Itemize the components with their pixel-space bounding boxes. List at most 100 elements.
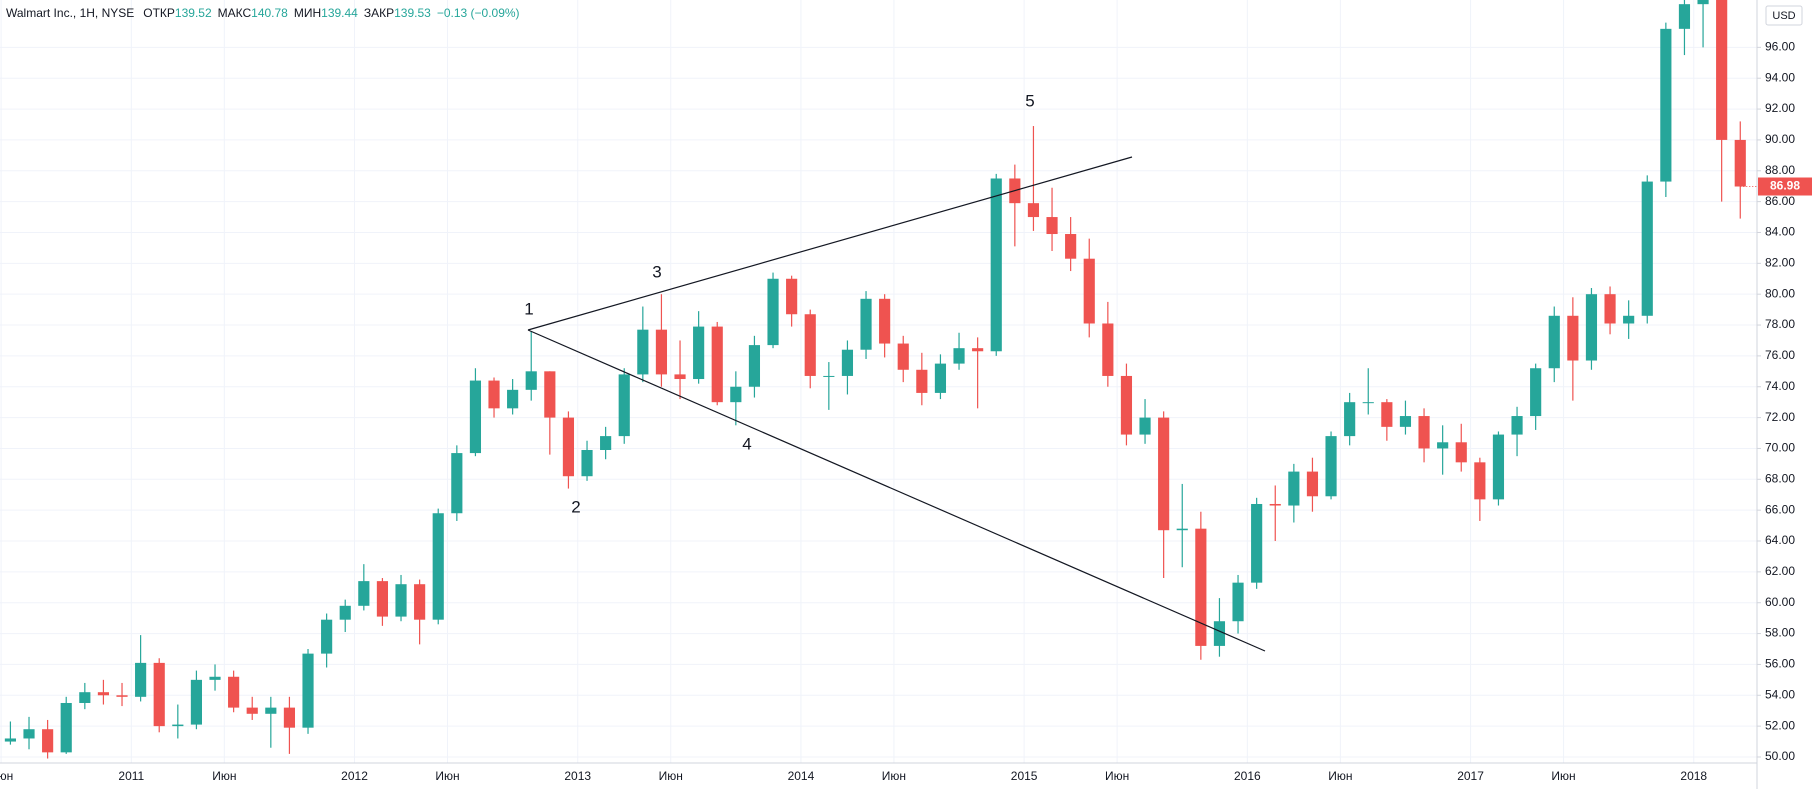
ohlc-value: 140.78 [251,6,288,20]
currency-box[interactable] [1765,5,1803,26]
candle-body [1065,234,1077,259]
candle-body [1418,416,1430,449]
candle-body [469,380,482,454]
candle-body [711,326,723,403]
candle-body [972,348,984,352]
y-tick-label: 76.00 [1765,348,1795,362]
candle-body [1139,417,1151,435]
y-tick-label: 72.00 [1765,410,1795,424]
candle-body [414,584,426,620]
candle-body [42,729,54,753]
candle-body [1027,203,1040,218]
candle-body [1548,315,1560,369]
candle-body [841,349,854,376]
y-tick-label: 68.00 [1765,471,1795,485]
candle-body [1567,315,1579,361]
candle-body [116,695,128,697]
candle-body [823,375,835,377]
wave-label: 2 [571,497,580,516]
candle-body [1604,294,1616,324]
x-tick-label: Июн [435,769,459,783]
axes: 50.00 52.00 54.00 56.00 58.00 60.00 62.00 64.00… [0,40,1812,783]
candle-body [4,738,16,742]
candle-body [581,449,593,477]
candle-body [860,298,872,350]
candle-body [525,371,537,390]
candle-body [79,692,91,703]
candle-body [1362,402,1374,404]
candle-body [23,729,35,739]
candle-body [228,676,240,708]
wave-label: 4 [742,434,751,453]
candle-body [1213,621,1226,646]
candle-body [748,345,761,387]
candle-body [358,581,370,606]
x-tick-label: 2016 [1234,769,1261,783]
candle-body [1678,4,1691,29]
candle-body [1325,436,1337,497]
candle-body [674,374,686,380]
y-tick-label: 62.00 [1765,564,1795,578]
candle-body [488,380,500,409]
candle-body [1455,442,1467,463]
candle-body [321,619,333,654]
y-tick-label: 74.00 [1765,379,1795,393]
candle-body [1269,503,1281,506]
x-tick-label: Июн [1328,769,1352,783]
candle-body [693,326,705,380]
symbol-title: Walmart Inc., 1H, NYSE [6,6,134,20]
x-tick-label: 2014 [788,769,815,783]
last-price-label: 86.98 [1770,179,1800,193]
candle-body [600,436,612,450]
candle-body [339,605,351,620]
candle-body [637,329,649,375]
candle-body [135,662,147,697]
y-tick-label: 96.00 [1765,40,1795,54]
candle-body [302,653,314,728]
candle-body [786,278,798,315]
y-tick-label: 64.00 [1765,533,1795,547]
x-tick-label: 2018 [1680,769,1707,783]
candle-body [265,707,277,714]
trend-line [527,156,1133,331]
candle-body [1232,582,1244,622]
candle-body [283,707,296,728]
candle-body [934,363,947,393]
candle-body [562,417,575,477]
candle-body [190,679,203,725]
candle-body [1046,217,1058,235]
x-tick-label: 2012 [341,769,368,783]
candle-body [1641,181,1653,316]
candle-body [1344,402,1356,437]
candle-body [953,348,965,364]
candle-body [1492,434,1505,500]
symbol-title: Walmart Inc., 1H, NYSE ОТКР139.52 МАКС140.… [6,6,520,20]
candle-body [172,724,184,727]
y-tick-label: 88.00 [1765,163,1795,177]
candle-body [1530,368,1542,417]
ohlc-label: МИН [294,6,321,20]
y-tick-label: 80.00 [1765,286,1795,300]
candle-body [1176,528,1188,531]
y-tick-label: 66.00 [1765,502,1795,516]
candle-body [655,329,668,375]
y-tick-label: 70.00 [1765,441,1795,455]
y-tick-label: 84.00 [1765,225,1795,239]
wave-label: 5 [1025,91,1034,110]
candle-body [1585,294,1598,361]
wave-label: 3 [652,262,661,281]
candle-body [1306,471,1319,497]
candle-body [990,178,1002,352]
currency[interactable]: USD [1772,10,1795,22]
candle-body [730,386,742,403]
last-price-badge [1758,177,1812,196]
candle-body [1734,139,1746,187]
candle-body [395,584,407,617]
candle-body [1623,315,1635,324]
candle-body [1697,0,1709,5]
x-tick-label: 2015 [1011,769,1038,783]
ohlc-value: 139.52 [175,6,212,20]
candle-body [1251,503,1263,583]
